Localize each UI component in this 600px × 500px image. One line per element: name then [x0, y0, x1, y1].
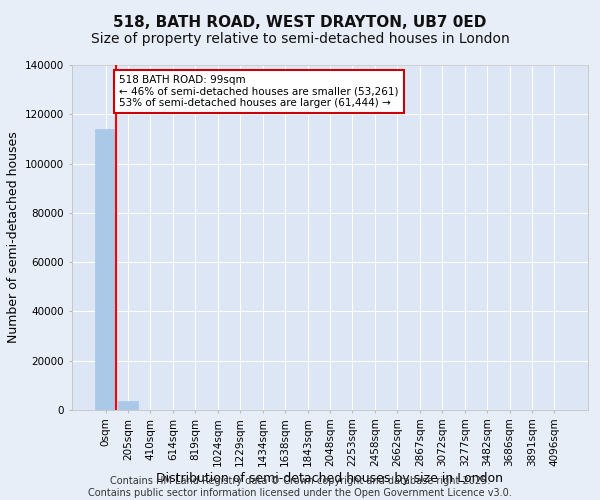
X-axis label: Distribution of semi-detached houses by size in London: Distribution of semi-detached houses by … — [157, 472, 503, 485]
Text: Size of property relative to semi-detached houses in London: Size of property relative to semi-detach… — [91, 32, 509, 46]
Text: 518 BATH ROAD: 99sqm
← 46% of semi-detached houses are smaller (53,261)
53% of s: 518 BATH ROAD: 99sqm ← 46% of semi-detac… — [119, 75, 399, 108]
Text: Contains HM Land Registry data © Crown copyright and database right 2025.
Contai: Contains HM Land Registry data © Crown c… — [88, 476, 512, 498]
Text: 518, BATH ROAD, WEST DRAYTON, UB7 0ED: 518, BATH ROAD, WEST DRAYTON, UB7 0ED — [113, 15, 487, 30]
Bar — [118, 400, 138, 410]
Y-axis label: Number of semi-detached houses: Number of semi-detached houses — [7, 132, 20, 344]
Bar — [95, 129, 116, 410]
